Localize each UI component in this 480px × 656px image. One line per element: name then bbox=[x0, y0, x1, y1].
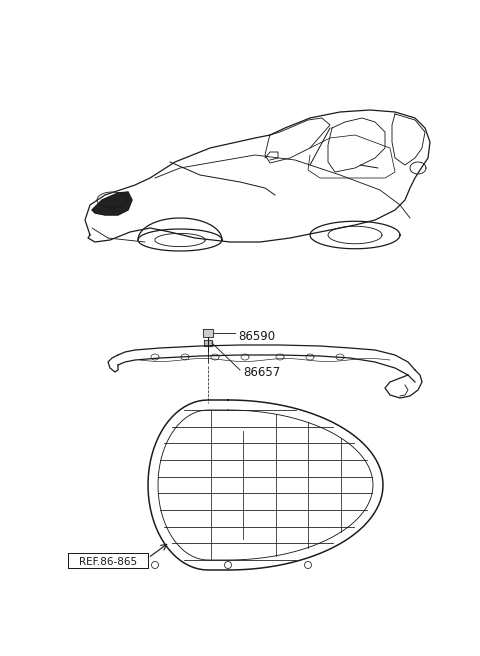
Polygon shape bbox=[204, 340, 212, 346]
Polygon shape bbox=[92, 192, 132, 215]
Polygon shape bbox=[203, 329, 213, 337]
Polygon shape bbox=[68, 553, 148, 568]
Text: REF.86-865: REF.86-865 bbox=[79, 557, 137, 567]
Text: 86657: 86657 bbox=[243, 367, 280, 380]
Text: 86590: 86590 bbox=[238, 329, 275, 342]
